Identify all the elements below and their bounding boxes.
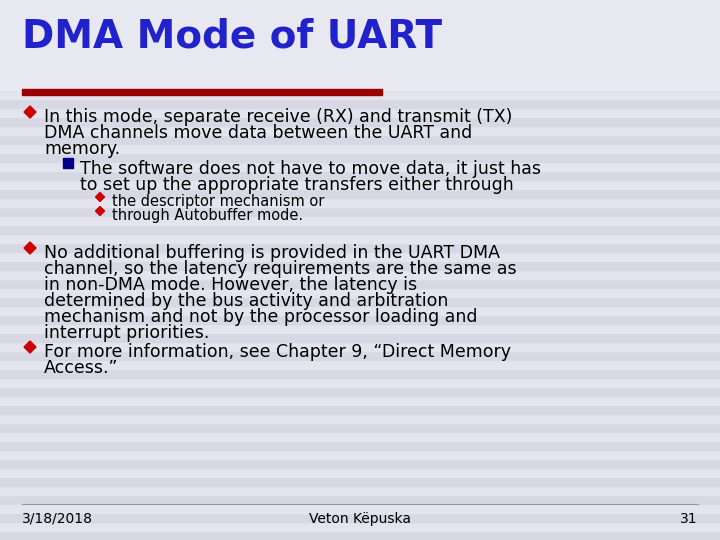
Bar: [0, 378, 720, 387]
Bar: [0, 171, 720, 180]
Bar: [0, 468, 720, 477]
Bar: [0, 351, 720, 360]
Bar: [0, 189, 720, 198]
Bar: [0, 18, 720, 27]
Bar: [0, 90, 720, 99]
Bar: [22, 89, 382, 95]
Bar: [0, 522, 720, 531]
Bar: [0, 72, 720, 81]
Bar: [0, 513, 720, 522]
Bar: [0, 270, 720, 279]
Bar: [0, 0, 720, 90]
Bar: [0, 162, 720, 171]
Bar: [0, 369, 720, 378]
Text: 31: 31: [680, 512, 698, 526]
Bar: [0, 36, 720, 45]
Polygon shape: [24, 341, 36, 353]
Text: Veton Këpuska: Veton Këpuska: [309, 512, 411, 526]
Bar: [0, 342, 720, 351]
Bar: [0, 333, 720, 342]
Text: the descriptor mechanism or: the descriptor mechanism or: [112, 194, 325, 209]
Bar: [0, 360, 720, 369]
Text: 3/18/2018: 3/18/2018: [22, 512, 93, 526]
Text: For more information, see Chapter 9, “Direct Memory: For more information, see Chapter 9, “Di…: [44, 343, 511, 361]
Text: memory.: memory.: [44, 140, 120, 158]
Text: to set up the appropriate transfers either through: to set up the appropriate transfers eith…: [80, 176, 514, 194]
Bar: [0, 0, 720, 9]
Bar: [0, 450, 720, 459]
Bar: [0, 414, 720, 423]
Text: channel, so the latency requirements are the same as: channel, so the latency requirements are…: [44, 260, 517, 278]
Bar: [0, 306, 720, 315]
Bar: [0, 243, 720, 252]
Bar: [0, 153, 720, 162]
Text: interrupt priorities.: interrupt priorities.: [44, 324, 210, 342]
Bar: [0, 180, 720, 189]
Bar: [0, 432, 720, 441]
Bar: [0, 225, 720, 234]
Bar: [0, 63, 720, 72]
Bar: [0, 234, 720, 243]
Bar: [0, 207, 720, 216]
Bar: [0, 423, 720, 432]
Bar: [0, 495, 720, 504]
Bar: [0, 396, 720, 405]
Bar: [0, 459, 720, 468]
Bar: [0, 9, 720, 18]
Polygon shape: [96, 192, 104, 201]
Text: determined by the bus activity and arbitration: determined by the bus activity and arbit…: [44, 292, 449, 310]
Bar: [0, 324, 720, 333]
Bar: [0, 531, 720, 540]
Polygon shape: [24, 106, 36, 118]
Bar: [0, 297, 720, 306]
Text: The software does not have to move data, it just has: The software does not have to move data,…: [80, 160, 541, 178]
Bar: [0, 315, 720, 324]
Bar: [0, 54, 720, 63]
Bar: [0, 99, 720, 108]
Bar: [0, 387, 720, 396]
Bar: [0, 108, 720, 117]
Bar: [0, 135, 720, 144]
Bar: [0, 504, 720, 513]
Text: through Autobuffer mode.: through Autobuffer mode.: [112, 208, 303, 223]
Text: in non-DMA mode. However, the latency is: in non-DMA mode. However, the latency is: [44, 276, 417, 294]
Text: No additional buffering is provided in the UART DMA: No additional buffering is provided in t…: [44, 244, 500, 262]
Text: In this mode, separate receive (RX) and transmit (TX): In this mode, separate receive (RX) and …: [44, 108, 513, 126]
Text: DMA Mode of UART: DMA Mode of UART: [22, 18, 442, 56]
Bar: [0, 27, 720, 36]
Bar: [0, 288, 720, 297]
Text: mechanism and not by the processor loading and: mechanism and not by the processor loadi…: [44, 308, 477, 326]
Bar: [0, 279, 720, 288]
Bar: [0, 117, 720, 126]
Bar: [0, 261, 720, 270]
Bar: [63, 158, 73, 168]
Bar: [0, 144, 720, 153]
Polygon shape: [96, 206, 104, 215]
Bar: [0, 486, 720, 495]
Bar: [0, 81, 720, 90]
Bar: [0, 126, 720, 135]
Bar: [0, 45, 720, 54]
Bar: [0, 405, 720, 414]
Bar: [0, 216, 720, 225]
Bar: [0, 252, 720, 261]
Polygon shape: [24, 242, 36, 254]
Bar: [0, 198, 720, 207]
Text: DMA channels move data between the UART and: DMA channels move data between the UART …: [44, 124, 472, 142]
Bar: [0, 441, 720, 450]
Bar: [0, 477, 720, 486]
Text: Access.”: Access.”: [44, 359, 119, 377]
